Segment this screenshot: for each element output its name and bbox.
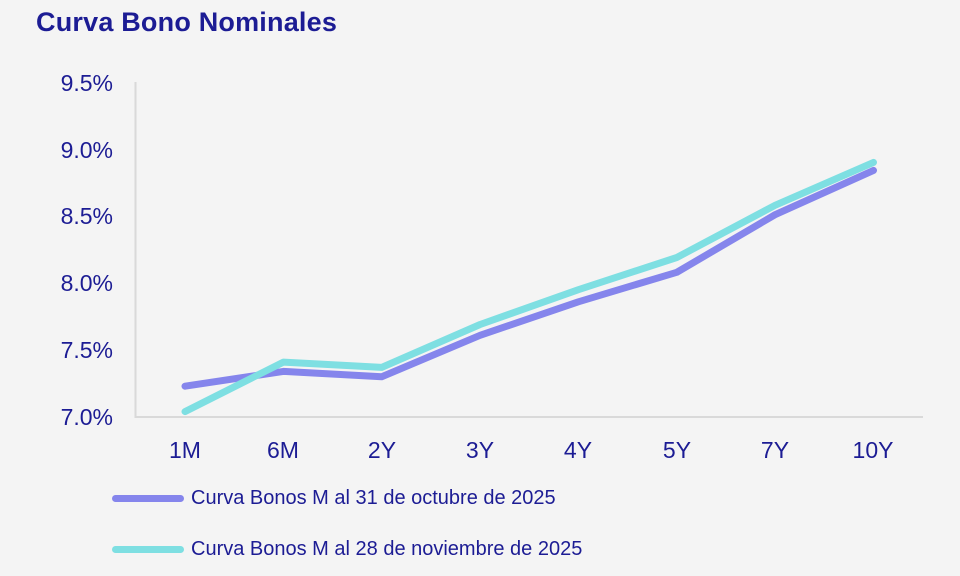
x-tick-label: 10Y bbox=[852, 437, 894, 463]
y-tick-label: 7.0% bbox=[60, 404, 113, 430]
y-tick-label: 9.0% bbox=[60, 137, 113, 163]
x-tick-label: 1M bbox=[169, 437, 201, 463]
x-tick-label: 5Y bbox=[662, 437, 692, 463]
y-tick-label: 8.5% bbox=[60, 203, 113, 229]
legend: Curva Bonos M al 31 de octubre de 2025 C… bbox=[112, 484, 582, 576]
x-tick-label: 6M bbox=[267, 437, 299, 463]
legend-item-november[interactable]: Curva Bonos M al 28 de noviembre de 2025 bbox=[112, 535, 582, 563]
y-tick-label: 8.0% bbox=[60, 270, 113, 296]
x-tick-label: 2Y bbox=[367, 437, 397, 463]
x-tick-label: 3Y bbox=[465, 437, 495, 463]
legend-swatch-november bbox=[112, 545, 184, 553]
legend-label-november: Curva Bonos M al 28 de noviembre de 2025 bbox=[191, 537, 583, 560]
series-line-october bbox=[181, 166, 877, 390]
x-tick-label: 4Y bbox=[563, 437, 593, 463]
legend-item-october[interactable]: Curva Bonos M al 31 de octubre de 2025 bbox=[112, 484, 582, 512]
legend-label-october: Curva Bonos M al 31 de octubre de 2025 bbox=[191, 486, 556, 509]
x-tick-label: 7Y bbox=[760, 437, 790, 463]
chart-title: Curva Bono Nominales bbox=[36, 7, 338, 37]
y-tick-label: 7.5% bbox=[60, 337, 113, 363]
series-line-november bbox=[181, 158, 877, 416]
y-tick-label: 9.5% bbox=[60, 70, 113, 96]
legend-swatch-october bbox=[112, 494, 184, 502]
